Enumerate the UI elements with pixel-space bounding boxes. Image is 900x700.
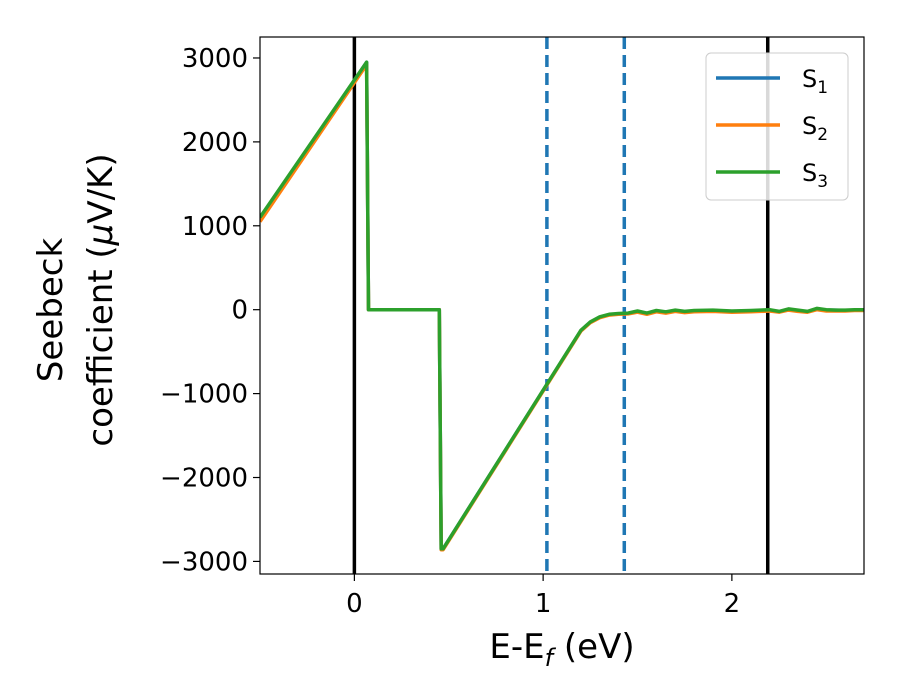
legend-label-S2: S2 (802, 112, 828, 145)
x-axis-title-pre: E-E (489, 627, 544, 667)
x-axis-title: E-Ef (eV) (489, 627, 634, 672)
y-tick-label: 0 (231, 296, 248, 326)
y-tick-label: −3000 (160, 547, 248, 577)
y-axis-ticks: −3000 −2000 −1000 0 1000 2000 3000 (160, 44, 260, 577)
y-tick-label: −1000 (160, 380, 248, 410)
y-tick-label: −2000 (160, 464, 248, 494)
series-lines (260, 60, 864, 552)
x-axis-title-post: (eV) (553, 627, 635, 667)
y-tick-label: 2000 (182, 128, 248, 158)
series-line-S3 (260, 60, 864, 551)
legend: S1 S2 S3 (705, 52, 849, 201)
x-tick-label: 0 (346, 589, 363, 619)
plot-frame (259, 36, 865, 575)
y-axis-title-line2: coefficient (μV/K) (81, 153, 121, 446)
y-axis-title-mu: μ (81, 224, 121, 247)
y-axis-title-line1: Seebeck (31, 238, 71, 383)
y-axis-title: Seebeck coefficient (μV/K) (31, 153, 121, 446)
y-tick-label: 3000 (182, 44, 248, 74)
legend-label-S3: S3 (802, 159, 828, 192)
x-axis-ticks: 0 1 2 (346, 574, 740, 619)
x-tick-label: 1 (535, 589, 552, 619)
y-axis-title-line2-pre: coefficient ( (81, 245, 121, 446)
y-axis-title-line2-post: V/K) (81, 153, 121, 223)
x-tick-label: 2 (724, 589, 741, 619)
y-tick-label: 1000 (182, 212, 248, 242)
legend-label-S1: S1 (802, 65, 828, 98)
